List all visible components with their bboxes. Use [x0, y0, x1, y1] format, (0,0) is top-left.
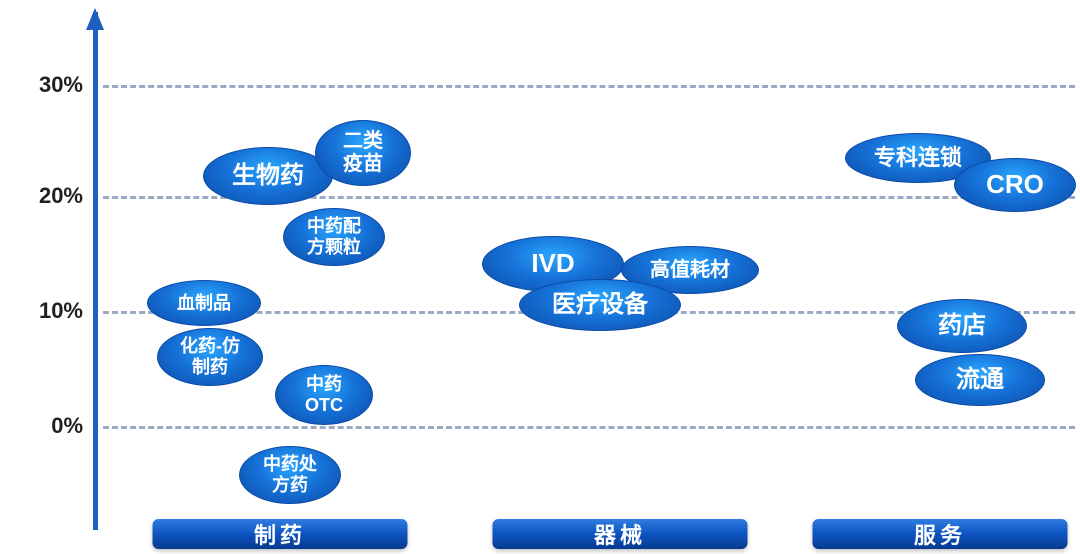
bubble-distribution: 流通	[915, 354, 1045, 406]
bubble-blood-products: 血制品	[147, 280, 261, 326]
bubble-generic-chem: 化药-仿 制药	[157, 328, 263, 386]
bubble-class2-vaccine: 二类 疫苗	[315, 120, 411, 186]
bubble-cro: CRO	[954, 158, 1076, 212]
y-tick-label: 20%	[39, 183, 83, 209]
bubble-bio-drug: 生物药	[203, 147, 333, 205]
category-label-services: 服务	[813, 519, 1068, 549]
y-tick-label: 0%	[51, 413, 83, 439]
gridline	[103, 426, 1075, 429]
bubble-tcm-otc: 中药 OTC	[275, 365, 373, 425]
bubble-tcm-rx: 中药处 方药	[239, 446, 341, 504]
bubble-med-equipment: 医疗设备	[519, 279, 681, 331]
bubble-tcm-granules: 中药配 方颗粒	[283, 208, 385, 266]
y-axis	[93, 12, 98, 530]
bubble-chart: 30% 20% 10% 0% 生物药二类 疫苗中药配 方颗粒血制品化药-仿 制药中药 O…	[0, 0, 1080, 554]
y-axis-arrow-icon	[86, 8, 104, 30]
y-tick-label: 10%	[39, 298, 83, 324]
gridline	[103, 85, 1075, 88]
category-label-pharma: 制药	[153, 519, 408, 549]
category-label-devices: 器械	[493, 519, 748, 549]
y-tick-label: 30%	[39, 72, 83, 98]
bubble-pharmacy-store: 药店	[897, 299, 1027, 353]
